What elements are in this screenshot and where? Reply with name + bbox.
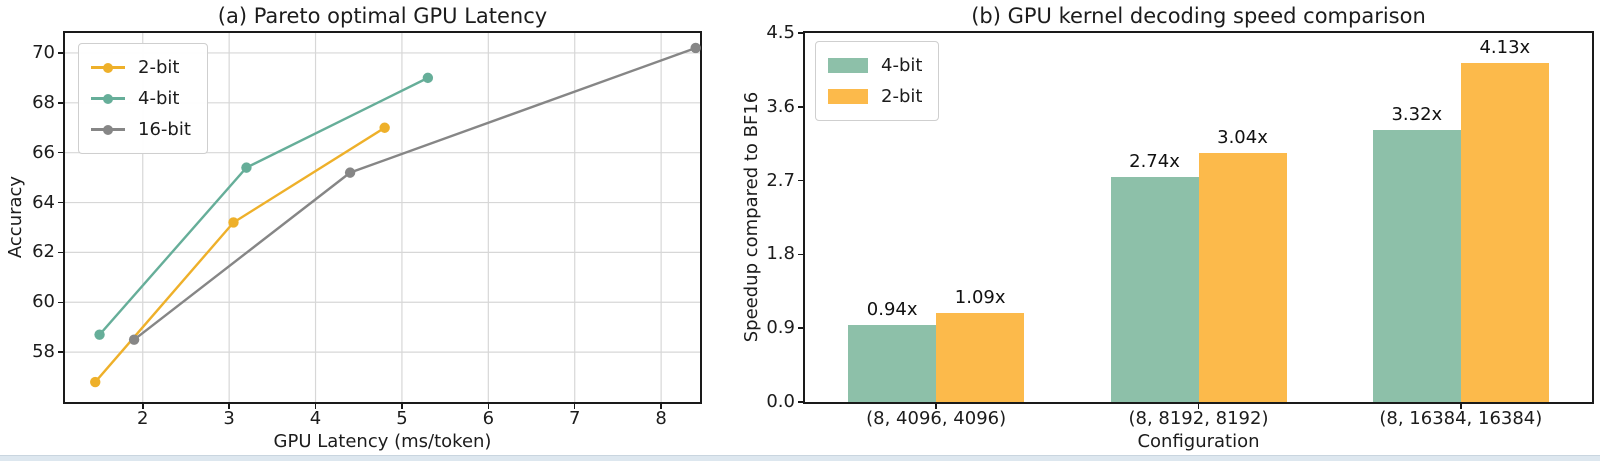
chart-a-x-tick-mark [487,404,490,409]
legend-dot-4-bit [103,93,113,104]
chart-b-x-tick-mark [1197,404,1200,409]
data-point-16-bit [128,334,140,345]
chart-a-plot-area: 2-bit 4-bit 16-bit [63,31,702,404]
chart-a-x-tick-label: 8 [655,408,667,429]
data-point-2-bit [90,376,101,388]
legend-item-2-bit: 2-bit [91,52,191,83]
chart-a-x-tick-mark [314,404,317,409]
chart-b-x-tick-mark [1460,404,1462,409]
chart-b-y-tick-label: 3.6 [766,95,795,117]
bar-4-bit-2 [1110,177,1199,402]
chart-a-x-tick-mark [142,404,144,409]
chart-a-y-tick-mark [58,102,63,104]
chart-b-y-tick-label: 1.8 [766,243,795,265]
chart-b-y-tick-mark [798,106,803,108]
chart-b-x-tick-label: (8, 16384, 16384) [1379,408,1543,429]
bar-value-label-4-bit-1: 0.94x [866,298,918,320]
bar-value-label-2-bit-1: 1.09x [954,286,1006,308]
line-series-16-bit [133,46,697,341]
data-point-16-bit [690,42,701,54]
legend-item-4-bit: 4-bit [828,50,922,81]
chart-a-lines [65,33,701,402]
chart-b-x-tick-label: (8, 4096, 4096) [866,408,1007,429]
chart-b-y-tick-label: 0.9 [766,317,795,339]
data-point-4-bit [422,72,434,84]
bottom-window-strip [0,455,1600,461]
chart-a-x-tick-label: 4 [309,408,322,429]
data-point-16-bit [344,167,356,178]
legend-line-swatch-4-bit [91,93,125,104]
bar-value-label-2-bit-3: 4.13x [1479,37,1531,59]
legend-label: 2-bit [881,85,923,107]
bar-2-bit-2 [1198,152,1287,402]
legend-color-swatch-2-bit [828,89,868,104]
data-point-2-bit [379,122,390,133]
legend-color-swatch-4-bit [828,58,868,73]
chart-a-x-tick-mark [573,404,576,409]
chart-b-y-tick-mark [798,32,803,34]
chart-a-x-tick-label: 6 [482,408,495,429]
bar-2-bit-3 [1460,63,1549,402]
legend-item-4-bit: 4-bit [91,83,191,114]
chart-a-x-tick-mark [228,404,230,409]
bar-value-label-4-bit-2: 2.74x [1129,151,1180,173]
chart-b-y-tick-label: 4.5 [766,22,795,43]
chart-a-y-tick-mark [58,151,63,154]
chart-a-x-tick-label: 7 [568,408,581,429]
legend-label: 4-bit [138,87,180,109]
chart-a-y-tick-mark [58,251,63,254]
legend-line-swatch-2-bit [91,62,125,73]
chart-a-x-tick-label: 2 [137,408,149,429]
chart-a-x-tick-label: 3 [223,408,235,429]
chart-a-y-tick-mark [58,351,63,353]
chart-b-y-tick-mark [798,401,803,403]
chart-a-y-tick-mark [58,52,63,54]
data-point-4-bit [241,162,252,173]
bar-4-bit-1 [848,324,937,402]
bar-2-bit-1 [936,312,1025,402]
chart-a-x-tick-mark [401,404,403,409]
line-series-2-bit [94,126,386,383]
chart-a-x-tick-label: 5 [396,408,408,429]
chart-a-y-tick-label: 68 [32,91,55,113]
legend-dot-2-bit [103,62,113,73]
bar-value-label-4-bit-3: 3.32x [1391,103,1443,125]
chart-a-title: (a) Pareto optimal GPU Latency [217,4,548,28]
legend-item-2-bit: 2-bit [828,81,922,112]
chart-a-x-tick-mark [660,404,662,409]
chart-a-y-tick-mark [58,201,63,204]
chart-a-y-tick-label: 66 [32,141,55,163]
bar-value-label-2-bit-2: 3.04x [1217,126,1268,148]
chart-b-y-tick-label: 2.7 [766,169,795,191]
chart-b-y-tick-mark [798,179,803,182]
legend-label: 2-bit [138,56,180,78]
chart-b-y-tick-mark [798,327,803,329]
chart-b-legend: 4-bit 2-bit [815,41,940,121]
chart-a-y-tick-label: 60 [32,291,55,313]
chart-a-legend: 2-bit 4-bit 16-bit [78,43,208,154]
chart-b-title: (b) GPU kernel decoding speed comparison [971,4,1426,28]
chart-b-y-tick-mark [798,253,803,256]
data-point-2-bit [228,217,239,228]
legend-dot-16-bit [103,124,113,135]
chart-a-y-tick-label: 62 [32,241,55,263]
bar-4-bit-3 [1372,129,1461,402]
chart-a-x-axis-label: GPU Latency (ms/token) [273,431,492,452]
chart-b-x-tick-label: (8, 8192, 8192) [1128,408,1269,429]
legend-label: 4-bit [881,54,923,76]
chart-b-plot-area: 4-bit 2-bit 0.94x 1.09x 2.74x 3.04x 3.32x 4.13… [803,31,1594,404]
chart-a-y-tick-mark [58,301,63,304]
chart-a-y-tick-label: 64 [32,191,55,213]
legend-item-16-bit: 16-bit [91,114,191,145]
chart-b-x-tick-mark [935,404,937,409]
legend-line-swatch-16-bit [91,124,125,135]
chart-b-y-tick-label: 0.0 [766,391,795,412]
data-point-4-bit [94,329,105,340]
chart-a-y-tick-label: 70 [32,41,55,63]
legend-label: 16-bit [138,118,191,140]
chart-a-y-tick-label: 58 [32,341,55,363]
chart-b-x-axis-label: Configuration [1137,431,1260,452]
